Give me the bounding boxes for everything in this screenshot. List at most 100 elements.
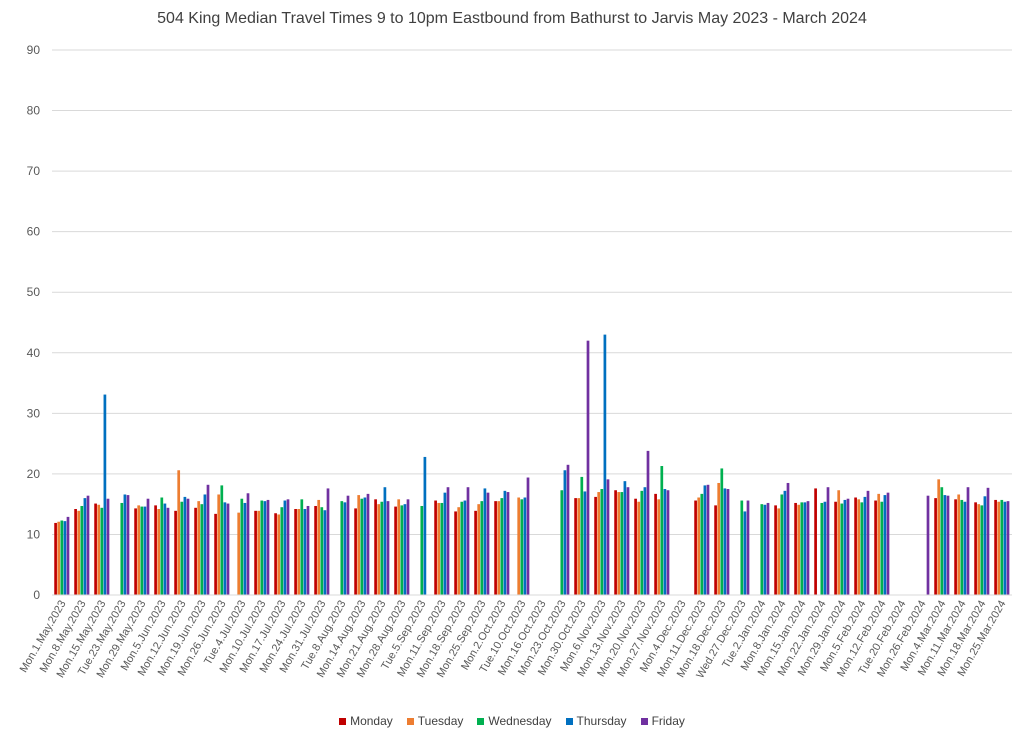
- y-tick-label: 70: [27, 164, 41, 178]
- bar-thursday: [743, 511, 747, 595]
- bar-thursday: [783, 490, 787, 595]
- bar-friday: [926, 495, 930, 595]
- bar-thursday: [303, 509, 307, 595]
- bar-wednesday: [820, 502, 824, 595]
- bar-thursday: [83, 498, 87, 595]
- bar-wednesday: [480, 501, 484, 595]
- bar-monday: [594, 496, 597, 595]
- legend-label: Tuesday: [417, 714, 464, 728]
- bar-wednesday: [800, 502, 804, 595]
- bar-thursday: [103, 394, 107, 595]
- bar-friday: [526, 477, 530, 595]
- bar-wednesday: [980, 505, 984, 595]
- bar-thursday: [443, 492, 447, 595]
- bar-friday: [986, 487, 990, 595]
- bar-friday: [66, 516, 70, 595]
- bar-thursday: [123, 494, 127, 595]
- bar-thursday: [183, 496, 187, 595]
- bar-wednesday: [60, 520, 64, 595]
- y-tick-label: 60: [27, 225, 41, 239]
- legend-label: Thursday: [576, 714, 627, 728]
- bar-friday: [346, 495, 350, 595]
- bar-wednesday: [320, 507, 324, 595]
- bar-tuesday: [97, 504, 101, 595]
- bar-monday: [854, 497, 857, 595]
- bar-wednesday: [260, 500, 264, 595]
- bar-thursday: [643, 487, 647, 595]
- bar-tuesday: [517, 497, 521, 595]
- bar-monday: [394, 506, 397, 595]
- bar-monday: [54, 522, 57, 595]
- bar-thursday: [203, 494, 207, 595]
- bar-friday: [326, 488, 330, 595]
- bar-friday: [886, 492, 890, 595]
- bar-tuesday: [637, 501, 641, 595]
- bar-wednesday: [720, 468, 724, 595]
- bar-thursday: [63, 521, 67, 595]
- bar-tuesday: [197, 501, 201, 595]
- bar-wednesday: [760, 504, 764, 595]
- bar-tuesday: [797, 504, 801, 595]
- bar-thursday: [483, 488, 487, 595]
- bar-friday: [746, 500, 750, 595]
- bar-wednesday: [960, 499, 964, 595]
- legend-label: Monday: [350, 714, 393, 728]
- bar-monday: [194, 507, 197, 595]
- bar-tuesday: [317, 499, 321, 595]
- bar-friday: [406, 499, 410, 595]
- bar-monday: [434, 500, 437, 595]
- bar-friday: [366, 493, 370, 595]
- bar-friday: [646, 450, 650, 595]
- legend-item-friday: Friday: [640, 714, 685, 728]
- bar-monday: [374, 499, 377, 595]
- bar-monday: [154, 505, 157, 595]
- bar-tuesday: [877, 493, 881, 595]
- bar-tuesday: [357, 495, 361, 595]
- bar-monday: [294, 509, 297, 595]
- bar-friday: [266, 499, 270, 595]
- bar-tuesday: [997, 501, 1001, 595]
- bar-friday: [806, 501, 810, 595]
- bar-tuesday: [777, 508, 781, 595]
- bar-monday: [654, 493, 657, 595]
- bar-friday: [1006, 501, 1010, 595]
- bar-monday: [214, 513, 217, 595]
- bar-friday: [866, 490, 870, 595]
- bar-friday: [786, 482, 790, 595]
- bar-tuesday: [857, 499, 861, 595]
- bar-friday: [626, 487, 630, 595]
- bar-thursday: [603, 334, 607, 595]
- bar-thursday: [243, 502, 247, 595]
- bar-friday: [666, 490, 670, 595]
- bar-thursday: [423, 456, 427, 595]
- bar-tuesday: [497, 501, 501, 595]
- bar-thursday: [883, 495, 887, 595]
- bar-tuesday: [657, 499, 661, 595]
- bar-wednesday: [280, 507, 284, 595]
- bar-tuesday: [377, 504, 381, 595]
- bar-tuesday: [77, 510, 81, 595]
- bar-wednesday: [220, 485, 224, 595]
- bar-monday: [254, 510, 257, 595]
- bar-tuesday: [237, 512, 241, 595]
- bar-friday: [486, 492, 490, 595]
- bar-tuesday: [937, 479, 941, 595]
- bar-friday: [226, 503, 230, 595]
- bar-wednesday: [180, 501, 184, 595]
- bar-thursday: [343, 502, 347, 595]
- bar-friday: [726, 489, 730, 595]
- bar-thursday: [663, 489, 667, 595]
- bar-wednesday: [80, 505, 84, 595]
- bar-wednesday: [360, 498, 364, 595]
- bar-thursday: [863, 496, 867, 595]
- y-tick-label: 80: [27, 104, 41, 118]
- bar-monday: [774, 505, 777, 595]
- bar-monday: [614, 490, 617, 595]
- bar-wednesday: [140, 506, 144, 595]
- bar-friday: [706, 484, 710, 595]
- bar-wednesday: [840, 503, 844, 595]
- bar-tuesday: [957, 494, 961, 595]
- bar-thursday: [823, 501, 827, 595]
- bar-monday: [934, 498, 937, 595]
- bar-thursday: [323, 510, 327, 595]
